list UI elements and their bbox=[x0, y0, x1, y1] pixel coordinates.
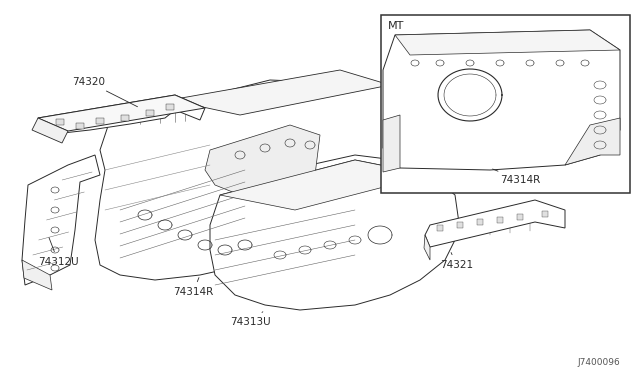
Polygon shape bbox=[477, 219, 483, 225]
Polygon shape bbox=[517, 214, 523, 220]
Polygon shape bbox=[121, 115, 129, 121]
Polygon shape bbox=[383, 115, 400, 172]
Polygon shape bbox=[170, 70, 390, 115]
Polygon shape bbox=[542, 211, 548, 217]
Text: 74313U: 74313U bbox=[230, 312, 271, 327]
Polygon shape bbox=[38, 95, 205, 135]
Polygon shape bbox=[96, 118, 104, 124]
Text: 74314R: 74314R bbox=[493, 169, 540, 185]
Polygon shape bbox=[32, 118, 68, 143]
Polygon shape bbox=[437, 225, 443, 231]
Polygon shape bbox=[22, 260, 52, 290]
Polygon shape bbox=[56, 119, 64, 125]
Polygon shape bbox=[205, 125, 320, 195]
Polygon shape bbox=[220, 160, 430, 210]
Text: 74312U: 74312U bbox=[38, 238, 79, 267]
Polygon shape bbox=[76, 123, 84, 129]
Polygon shape bbox=[22, 155, 100, 285]
Polygon shape bbox=[38, 95, 205, 131]
Polygon shape bbox=[425, 200, 565, 247]
Text: J7400096: J7400096 bbox=[577, 358, 620, 367]
Bar bbox=[381, 15, 630, 193]
Polygon shape bbox=[95, 80, 420, 280]
Text: 74314R: 74314R bbox=[173, 278, 213, 297]
Polygon shape bbox=[424, 235, 430, 260]
Polygon shape bbox=[457, 222, 463, 228]
Polygon shape bbox=[146, 110, 154, 116]
Polygon shape bbox=[210, 160, 460, 310]
Polygon shape bbox=[166, 104, 174, 110]
Polygon shape bbox=[395, 30, 620, 55]
Text: 74321: 74321 bbox=[440, 253, 473, 270]
Polygon shape bbox=[383, 30, 620, 170]
Polygon shape bbox=[497, 217, 503, 223]
Polygon shape bbox=[565, 118, 620, 165]
Text: 74320: 74320 bbox=[72, 77, 138, 107]
Text: MT: MT bbox=[388, 21, 404, 31]
